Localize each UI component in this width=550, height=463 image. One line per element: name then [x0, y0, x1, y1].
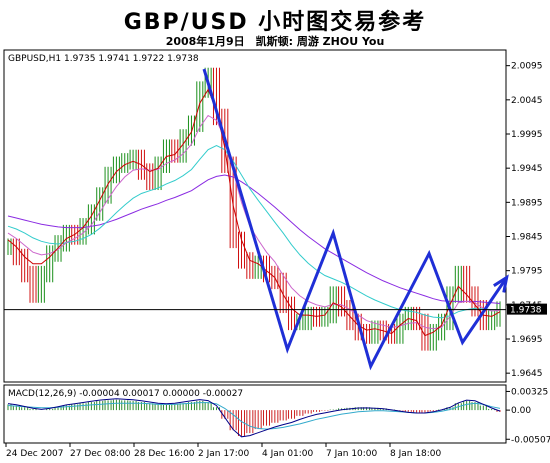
moving-average-line: [7, 145, 500, 319]
price-tick-label: 2.0095: [511, 62, 543, 72]
page-title: GBP/USD 小时图交易参考: [123, 10, 427, 35]
zigzag-arrowhead: [493, 274, 509, 293]
price-tick-label: 1.9895: [511, 198, 543, 208]
macd-main-line: [7, 398, 501, 438]
macd-tick-label: -0.00507: [511, 435, 550, 445]
wave-zigzag: [202, 68, 509, 371]
time-tick-label: 7 Jan 10:00: [326, 449, 378, 459]
time-tick-label: 24 Dec 2007: [6, 449, 64, 459]
price-tick-label: 1.9945: [511, 164, 543, 174]
price-tick-label: 2.0045: [511, 96, 543, 106]
time-tick-label: 2 Jan 17:00: [198, 449, 250, 459]
time-tick-label: 8 Jan 18:00: [390, 449, 442, 459]
time-tick-label: 27 Dec 08:00: [70, 449, 131, 459]
moving-average-line: [7, 88, 501, 337]
symbol-ohlc-label: GBPUSD,H1 1.9735 1.9741 1.9722 1.9738: [8, 54, 199, 64]
macd-tick-label: 0.00: [511, 406, 531, 416]
macd-label: MACD(12,26,9) -0.00004 0.00017 0.00000 -…: [8, 389, 243, 399]
macd-tick-label: 0.00325: [511, 387, 548, 397]
price-tick-label: 1.9695: [511, 335, 543, 345]
macd-axis-ticks: 0.00325 0.00 -0.00507: [506, 387, 550, 445]
zigzag-line: [202, 68, 508, 371]
macd-indicator: [7, 398, 501, 438]
price-tick-label: 1.9845: [511, 233, 543, 243]
price-tick-label: 1.9645: [511, 369, 543, 379]
current-price-label: 1.9738: [510, 306, 542, 316]
time-tick-label: 28 Dec 16:00: [134, 449, 195, 459]
price-tick-label: 1.9795: [511, 267, 543, 277]
price-axis-ticks: 2.0095 2.0045 1.9995 1.9945 1.9895 1.9845 1.97…: [506, 62, 543, 379]
price-tick-label: 1.9995: [511, 130, 543, 140]
time-axis-ticks: 24 Dec 2007 27 Dec 08:00 28 Dec 16:00 2 Jan…: [5, 443, 442, 459]
page-subtitle: 2008年1月9日 凯斯顿: 周游 ZHOU You: [165, 35, 385, 48]
time-tick-label: 4 Jan 01:00: [262, 449, 314, 459]
current-price-tag: [507, 303, 547, 315]
